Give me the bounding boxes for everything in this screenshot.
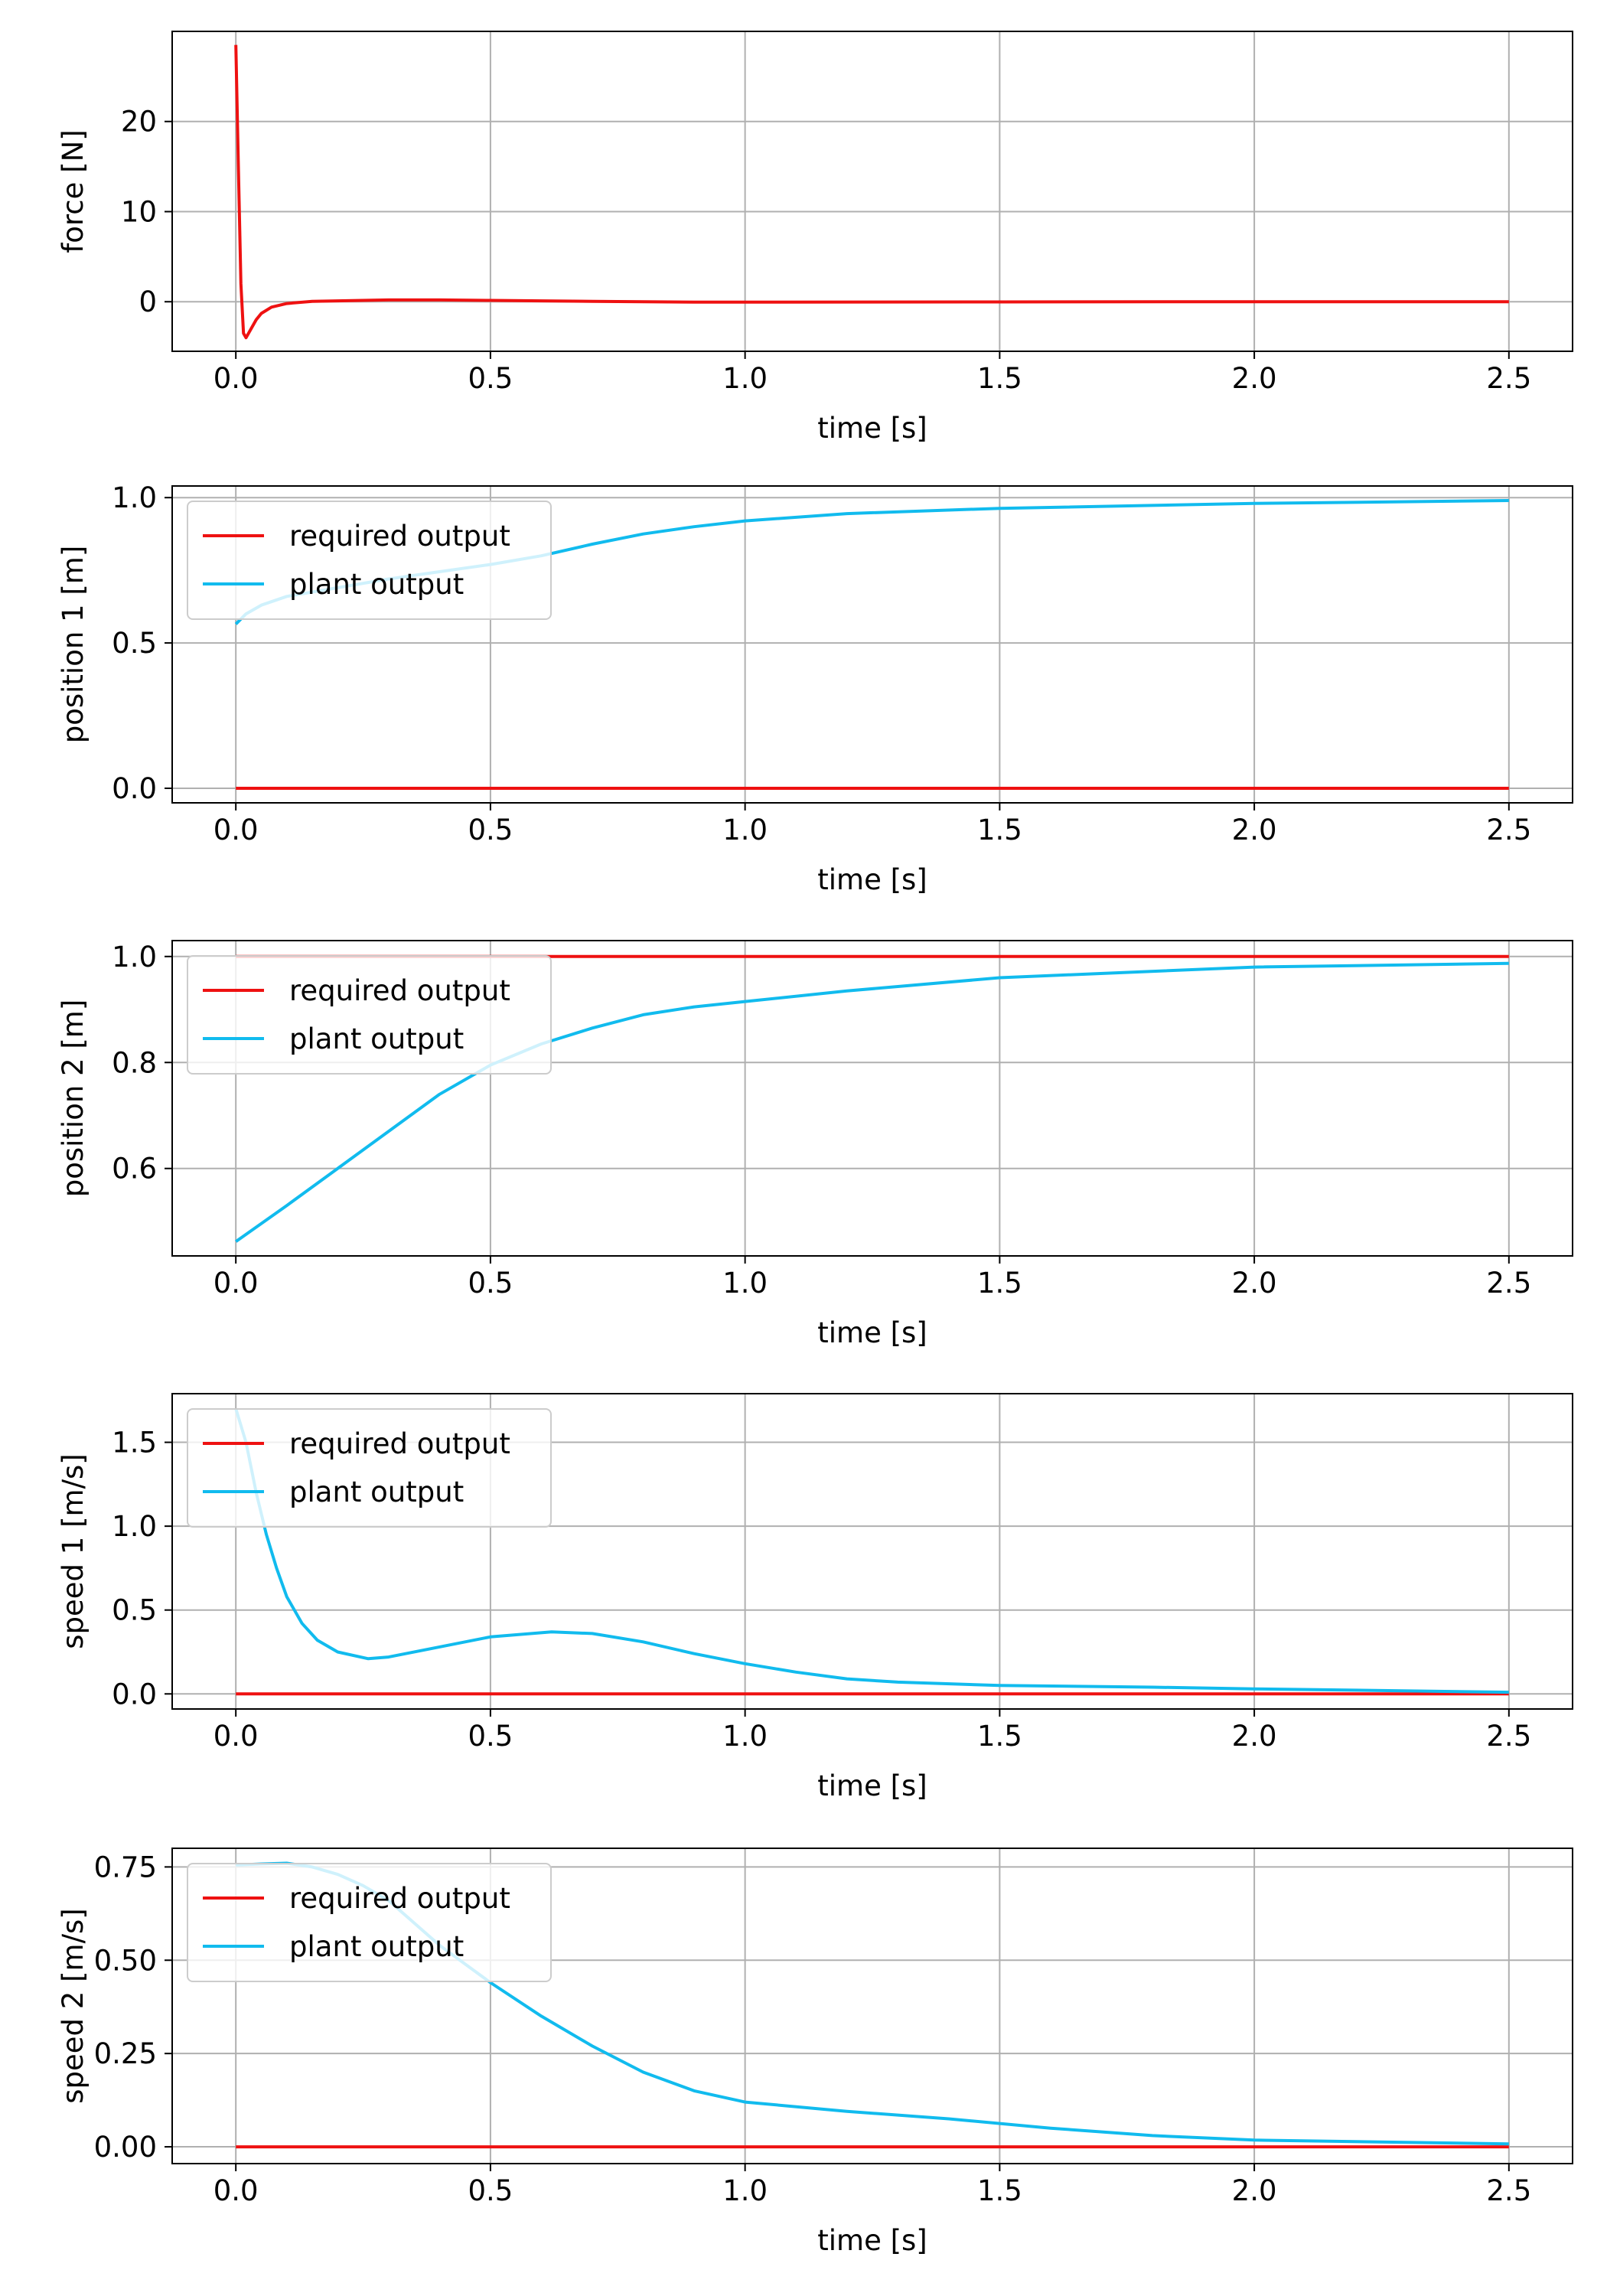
axes-frame: [171, 1848, 1573, 2164]
legend-label: required output: [289, 1882, 510, 1915]
x-axis-label: time [s]: [817, 2224, 927, 2257]
subplot-5: 0.0 0.5 1.0 1.5 2.0 2.5 0.00 0.25 0.50 0.75 time […: [57, 1848, 1573, 2257]
legend: required output plant output: [187, 1408, 552, 1528]
axes-frame: [171, 940, 1573, 1257]
legend-label: plant output: [289, 1476, 464, 1508]
y-axis-label: position 1 [m]: [57, 546, 90, 744]
x-tick-label: 2.5: [1486, 2174, 1531, 2207]
legend-label: plant output: [289, 1930, 464, 1963]
y-axis-label: force [N]: [57, 129, 90, 253]
y-tick-label: 0: [139, 285, 157, 318]
x-tick-label: 0.5: [468, 2174, 513, 2207]
y-tick-label: 0.5: [112, 1594, 157, 1627]
x-tick-label: 0.0: [214, 814, 259, 846]
legend-box: [187, 955, 552, 1075]
x-tick-label: 0.5: [468, 814, 513, 846]
y-tick-label: 1.0: [112, 481, 157, 514]
legend-label: required output: [289, 520, 510, 553]
legend-label: plant output: [289, 1022, 464, 1055]
x-tick-label: 2.0: [1232, 1720, 1277, 1753]
legend-label: required output: [289, 1427, 510, 1460]
x-tick-label: 2.0: [1232, 362, 1277, 395]
x-tick-label: 0.0: [214, 2174, 259, 2207]
y-axis-label: speed 1 [m/s]: [57, 1453, 90, 1649]
x-tick-label: 2.5: [1486, 362, 1531, 395]
x-tick-label: 1.5: [977, 362, 1022, 395]
axes-frame: [171, 485, 1573, 804]
x-tick-label: 1.0: [722, 1267, 768, 1300]
legend-label: plant output: [289, 568, 464, 601]
x-tick-label: 1.5: [977, 2174, 1022, 2207]
x-tick-label: 0.5: [468, 1267, 513, 1300]
y-tick-label: 0.75: [94, 1851, 157, 1883]
y-tick-label: 0.00: [94, 2131, 157, 2164]
y-tick-label: 1.5: [112, 1427, 157, 1459]
axes-frame: [171, 1393, 1573, 1710]
x-tick-label: 2.5: [1486, 1720, 1531, 1753]
x-tick-label: 2.5: [1486, 814, 1531, 846]
legend-box: [187, 501, 552, 620]
y-tick-label: 20: [121, 106, 157, 139]
y-axis-label: speed 2 [m/s]: [57, 1908, 90, 2104]
y-tick-label: 0.50: [94, 1944, 157, 1977]
x-tick-label: 1.5: [977, 1267, 1022, 1300]
y-tick-label: 0.0: [112, 772, 157, 805]
series-line-force: [234, 44, 1509, 340]
series-line-plant-output: [234, 1408, 1509, 1694]
x-axis-label: time [s]: [817, 412, 927, 445]
x-tick-label: 2.5: [1486, 1267, 1531, 1300]
x-tick-label: 1.0: [722, 814, 768, 846]
x-tick-label: 0.0: [214, 362, 259, 395]
subplot-1: 0.0 0.5 1.0 1.5 2.0 2.5 0 10 20 time [s] force [N]: [57, 31, 1573, 445]
y-tick-label: 0.8: [112, 1046, 157, 1079]
x-tick-label: 0.0: [214, 1267, 259, 1300]
y-axis-label: position 2 [m]: [57, 1000, 90, 1198]
x-tick-label: 1.0: [722, 1720, 768, 1753]
subplot-3: 0.0 0.5 1.0 1.5 2.0 2.5 0.6 0.8 1.0 time [s] posit…: [57, 940, 1573, 1349]
x-tick-label: 2.0: [1232, 2174, 1277, 2207]
x-tick-label: 2.0: [1232, 1267, 1277, 1300]
y-tick-label: 0.0: [112, 1678, 157, 1711]
legend: required output plant output: [187, 955, 552, 1075]
legend: required output plant output: [187, 1863, 552, 1982]
subplot-2: 0.0 0.5 1.0 1.5 2.0 2.5 0.0 0.5 1.0 time [s] posit…: [57, 481, 1573, 896]
subplot-4: 0.0 0.5 1.0 1.5 2.0 2.5 0.0 0.5 1.0 1.5 time [s] sp…: [57, 1393, 1573, 1802]
x-tick-label: 1.0: [722, 362, 768, 395]
x-axis-label: time [s]: [817, 1769, 927, 1802]
x-tick-label: 0.0: [214, 1720, 259, 1753]
y-tick-label: 0.25: [94, 2037, 157, 2070]
y-tick-label: 1.0: [112, 941, 157, 974]
x-tick-label: 2.0: [1232, 814, 1277, 846]
series-line-plant-output: [235, 961, 1509, 1243]
x-tick-label: 1.0: [722, 2174, 768, 2207]
legend: required output plant output: [187, 501, 552, 620]
legend-box: [187, 1863, 552, 1982]
y-tick-label: 1.0: [112, 1510, 157, 1543]
x-tick-label: 0.5: [468, 1720, 513, 1753]
axes-frame: [171, 31, 1573, 352]
y-tick-label: 0.5: [112, 627, 157, 660]
y-tick-label: 10: [121, 195, 157, 228]
legend-label: required output: [289, 974, 510, 1007]
y-tick-label: 0.6: [112, 1153, 157, 1186]
x-axis-label: time [s]: [817, 863, 927, 896]
x-tick-label: 1.5: [977, 814, 1022, 846]
x-axis-label: time [s]: [817, 1316, 927, 1349]
legend-box: [187, 1408, 552, 1528]
x-tick-label: 1.5: [977, 1720, 1022, 1753]
x-tick-label: 0.5: [468, 362, 513, 395]
